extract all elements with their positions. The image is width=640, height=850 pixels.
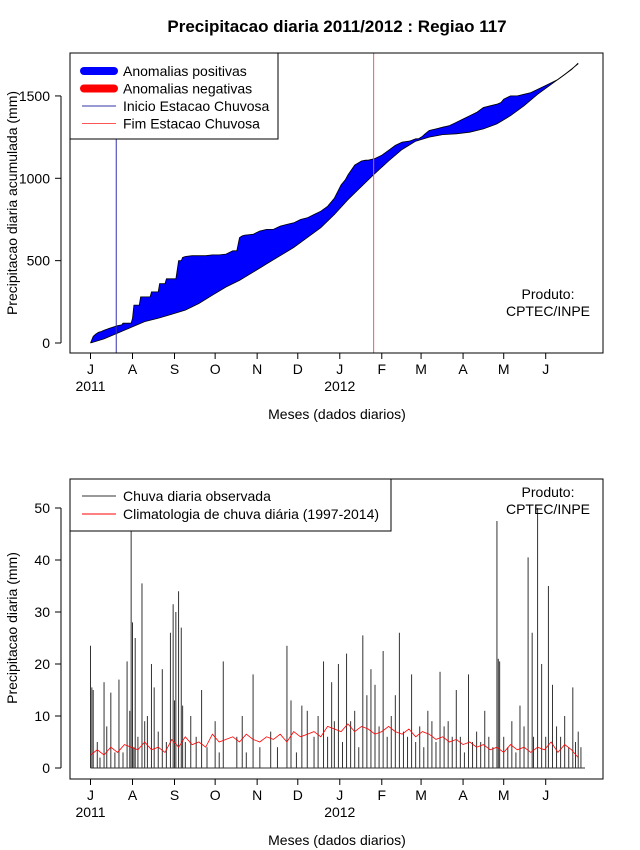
bottom-climatology-line xyxy=(90,723,579,758)
bottom-legend-box xyxy=(69,478,392,532)
top-y-tick-label: 0 xyxy=(42,335,50,351)
top-y-tick-label: 1000 xyxy=(19,170,50,186)
top-y-axis-label: Precipitacao diaria acumulada (mm) xyxy=(4,91,20,315)
bottom-annotation-line-2: CPTEC/INPE xyxy=(506,501,590,517)
top-month-label: D xyxy=(293,361,303,377)
bottom-y-tick-label: 30 xyxy=(34,604,50,620)
top-legend: Anomalias positivas Anomalias negativasIn… xyxy=(69,52,279,140)
bottom-month-label: A xyxy=(128,787,138,803)
top-month-label: M xyxy=(498,361,510,377)
top-climatology-line xyxy=(90,63,579,344)
bottom-y-tick-label: 10 xyxy=(34,708,50,724)
top-y-tick-label: 500 xyxy=(27,253,51,269)
legend-label: Chuva diaria observada xyxy=(123,488,271,504)
legend-label: Anomalias negativas xyxy=(123,81,252,97)
top-annotation-line-1: Produto: xyxy=(522,286,575,302)
top-month-label: J xyxy=(336,361,343,377)
top-month-label: A xyxy=(458,361,468,377)
bottom-month-label: O xyxy=(210,787,221,803)
top-y-tick-label: 1500 xyxy=(19,88,50,104)
bottom-month-label: S xyxy=(170,787,179,803)
legend-label: Inicio Estacao Chuvosa xyxy=(123,98,270,114)
legend-label: Anomalias positivas xyxy=(123,63,247,79)
bottom-month-label: M xyxy=(498,787,510,803)
bottom-year-label: 2012 xyxy=(324,804,355,820)
top-month-label: M xyxy=(415,361,427,377)
top-month-label: F xyxy=(377,361,386,377)
top-month-label: J xyxy=(87,361,94,377)
top-month-label: O xyxy=(210,361,221,377)
top-x-axis-label: Meses (dados diarios) xyxy=(268,406,406,422)
bottom-y-tick-label: 0 xyxy=(42,760,50,776)
top-chart-title: Precipitacao diaria 2011/2012 : Regiao 1… xyxy=(167,17,506,36)
top-y-axis: 0 500 1000 1500 xyxy=(19,88,62,351)
bottom-legend: Chuva diaria observada Climatologia de ch… xyxy=(69,478,392,532)
bottom-y-axis-label: Precipitacao diaria (mm) xyxy=(4,552,20,704)
bottom-month-label: J xyxy=(542,787,549,803)
top-month-label: S xyxy=(170,361,179,377)
top-month-label: N xyxy=(252,361,262,377)
bottom-month-label: J xyxy=(336,787,343,803)
bottom-month-label: A xyxy=(458,787,468,803)
bottom-month-label: F xyxy=(377,787,386,803)
cumulative-chart: Precipitacao diaria 2011/2012 : Regiao 1… xyxy=(4,17,604,422)
top-product-annotation: Produto: CPTEC/INPE xyxy=(506,286,590,319)
top-observed-line xyxy=(90,62,579,344)
legend-label: Climatologia de chuva diária (1997-2014) xyxy=(123,506,379,522)
bottom-annotation-line-1: Produto: xyxy=(522,484,575,500)
bottom-month-label: J xyxy=(87,787,94,803)
bottom-y-tick-label: 20 xyxy=(34,656,50,672)
bottom-y-axis: 0 10 20 30 40 50 xyxy=(34,500,62,776)
legend-label: Fim Estacao Chuvosa xyxy=(123,116,260,132)
bottom-product-annotation: Produto: CPTEC/INPE xyxy=(506,484,590,517)
bottom-observed-bars xyxy=(90,508,585,769)
positive-anomaly-area xyxy=(90,73,566,343)
top-annotation-line-2: CPTEC/INPE xyxy=(506,303,590,319)
bottom-year-label: 2011 xyxy=(75,804,105,820)
bottom-month-label: M xyxy=(415,787,427,803)
bottom-y-tick-label: 40 xyxy=(34,552,50,568)
top-year-label: 2012 xyxy=(324,378,355,394)
bottom-y-tick-label: 50 xyxy=(34,500,50,516)
bottom-month-label: N xyxy=(252,787,262,803)
bottom-month-label: D xyxy=(293,787,303,803)
top-month-label: A xyxy=(128,361,138,377)
top-month-label: J xyxy=(542,361,549,377)
top-year-label: 2011 xyxy=(75,378,105,394)
bottom-x-axis-label: Meses (dados diarios) xyxy=(268,832,406,848)
